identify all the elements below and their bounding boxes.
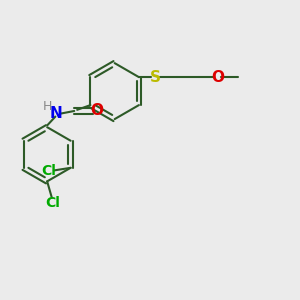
Text: Cl: Cl: [41, 164, 56, 178]
Text: N: N: [50, 106, 62, 121]
Text: S: S: [150, 70, 160, 85]
Text: O: O: [90, 103, 104, 118]
Text: Cl: Cl: [45, 196, 60, 210]
Text: O: O: [211, 70, 224, 85]
Text: H: H: [43, 100, 52, 113]
